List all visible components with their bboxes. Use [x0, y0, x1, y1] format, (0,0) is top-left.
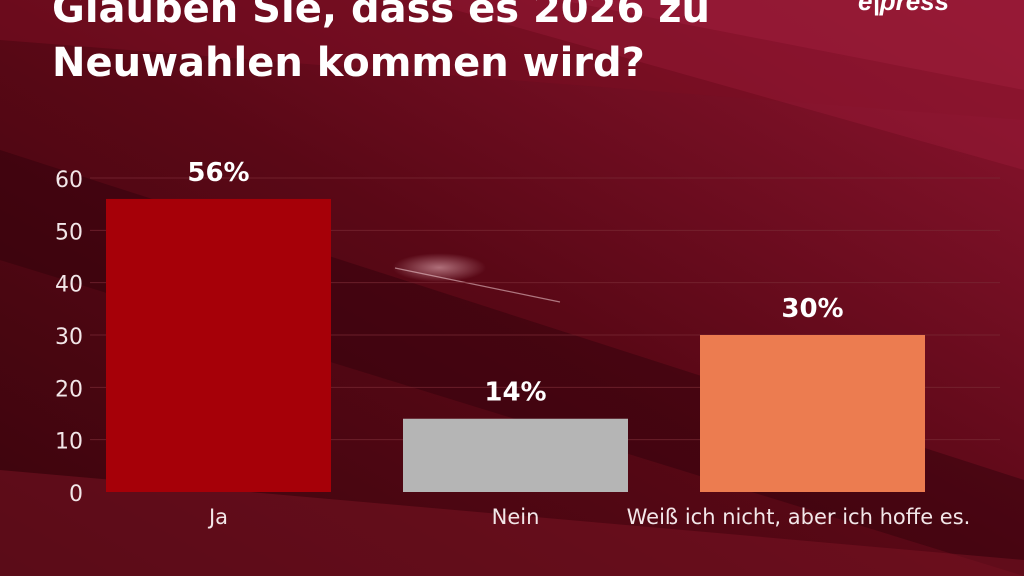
- y-tick-label: 40: [55, 273, 83, 298]
- x-category-label: Weiß ich nicht, aber ich hoffe es.: [627, 505, 971, 529]
- y-tick-label: 10: [55, 430, 83, 455]
- question-title: Glauben Sie, dass es 2026 zu Neuwahlen k…: [52, 0, 710, 86]
- y-tick-label: 60: [55, 168, 83, 193]
- y-tick-label: 50: [55, 220, 83, 245]
- bar: [106, 198, 331, 492]
- data-label: 56%: [187, 158, 249, 188]
- y-tick-label: 20: [55, 377, 83, 402]
- brand-logo: e|press: [858, 0, 950, 16]
- y-tick-label: 0: [69, 482, 83, 507]
- bar: [700, 335, 925, 492]
- x-category-label: Nein: [492, 505, 540, 529]
- bar: [403, 418, 628, 492]
- data-label: 30%: [781, 294, 843, 324]
- x-category-label: Ja: [207, 505, 228, 529]
- y-tick-label: 30: [55, 325, 83, 350]
- data-label: 14%: [484, 378, 546, 408]
